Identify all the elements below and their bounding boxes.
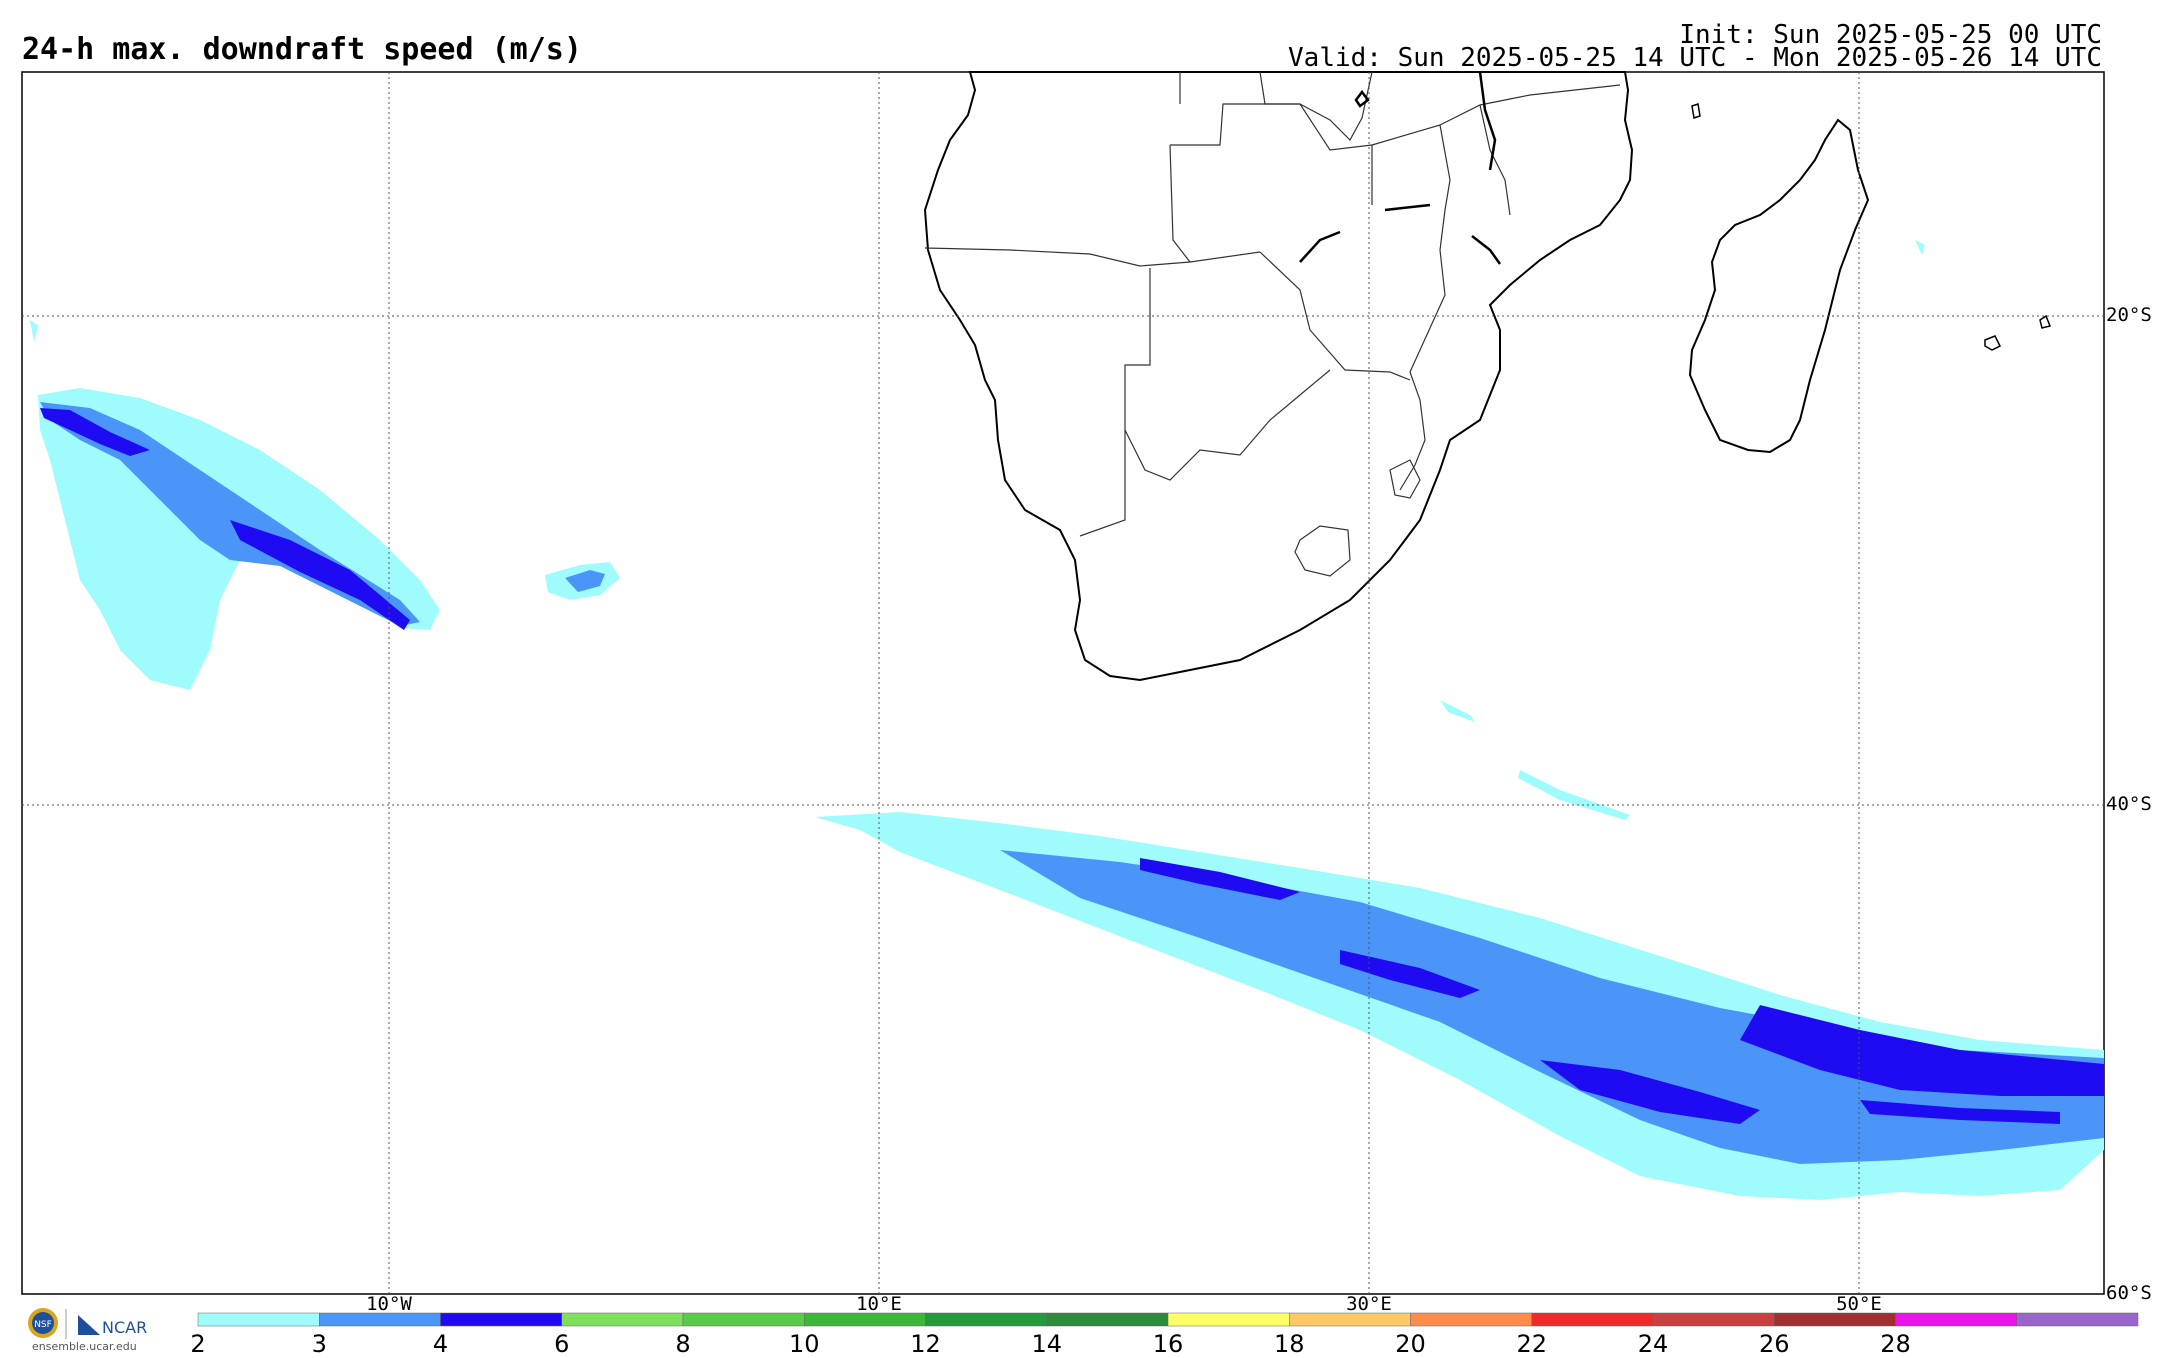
logo-url: ensemble.ucar.edu <box>32 1340 137 1353</box>
colorbar-swatch <box>561 1312 684 1327</box>
band-dark-3 <box>1140 858 1300 900</box>
colorbar <box>197 1312 2139 1327</box>
colorbar-swatch <box>440 1312 562 1327</box>
colorbar-tick-label: 14 <box>1031 1330 1063 1358</box>
colorbar-tick-label: 22 <box>1516 1330 1548 1358</box>
cluster-dark-2 <box>230 520 410 630</box>
island-2 <box>2039 314 2052 329</box>
colorbar-tick-label: 26 <box>1758 1330 1790 1358</box>
colorbar-tick-label: 3 <box>311 1330 327 1358</box>
band-dark-5 <box>1860 1100 2060 1124</box>
colorbar-tick-label: 8 <box>675 1330 691 1358</box>
band-dark-1 <box>1740 1005 2104 1096</box>
colorbar-swatch <box>682 1312 805 1327</box>
nsf-ncar-logo: NSF NCAR <box>28 1308 147 1339</box>
band-dark-4 <box>1340 950 1480 998</box>
country-borders <box>924 71 1621 577</box>
lon-label-50e: 50°E <box>1836 1293 1882 1315</box>
lon-label-30e: 30°E <box>1346 1293 1392 1315</box>
colorbar-tick-label: 10 <box>788 1330 820 1358</box>
band-mid <box>1000 850 2104 1164</box>
logo-org2: NCAR <box>102 1318 147 1337</box>
lat-label-60s: 60°S <box>2106 1282 2152 1304</box>
init-time: Init: Sun 2025-05-25 00 UTC <box>1679 20 2102 50</box>
lakes <box>1299 71 1502 265</box>
graticule <box>22 72 2104 1294</box>
colorbar-swatch <box>1167 1312 1290 1327</box>
colorbar-tick-label: 18 <box>1273 1330 1305 1358</box>
cluster-dark-1 <box>40 408 150 456</box>
band-dark-2 <box>1540 1060 1760 1124</box>
colorbar-swatch <box>1531 1312 1654 1327</box>
logo-org1: NSF <box>34 1320 52 1330</box>
valid-time: Valid: Sun 2025-05-25 14 UTC - Mon 2025-… <box>1288 43 2102 73</box>
colorbar-swatch <box>1895 1312 2017 1327</box>
colorbar-tick-label: 24 <box>1637 1330 1669 1358</box>
colorbar-tick-label: 28 <box>1880 1330 1911 1358</box>
island-1 <box>1984 335 2002 351</box>
colorbar-swatch <box>1410 1312 1532 1327</box>
downdraft-cluster-west <box>38 388 620 690</box>
colorbar-tick-label: 4 <box>432 1330 449 1358</box>
colorbar-tick-label: 2 <box>190 1330 206 1358</box>
colorbar-swatch <box>2016 1312 2139 1327</box>
lon-label-10e: 10°E <box>856 1293 902 1315</box>
lat-label-20s: 20°S <box>2106 304 2152 326</box>
colorbar-swatch <box>197 1312 320 1327</box>
lon-label-10w: 10°W <box>366 1293 412 1315</box>
colorbar-tick-label: 20 <box>1395 1330 1426 1358</box>
colorbar-tick-label: 12 <box>910 1330 941 1358</box>
downdraft-band-south <box>815 812 2104 1200</box>
downdraft-specks <box>30 240 1925 820</box>
colorbar-swatch <box>1046 1312 1169 1327</box>
cluster-mid-small <box>565 570 605 592</box>
lat-label-40s: 40°S <box>2106 793 2152 815</box>
madagascar <box>1688 118 1870 454</box>
island-3 <box>1691 103 1701 119</box>
colorbar-swatch <box>1652 1312 1775 1327</box>
colorbar-tick-label: 6 <box>554 1330 570 1358</box>
map-title: 24-h max. downdraft speed (m/s) <box>22 32 582 67</box>
colorbar-tick-label: 16 <box>1152 1330 1184 1358</box>
colorbar-swatch <box>925 1312 1047 1327</box>
